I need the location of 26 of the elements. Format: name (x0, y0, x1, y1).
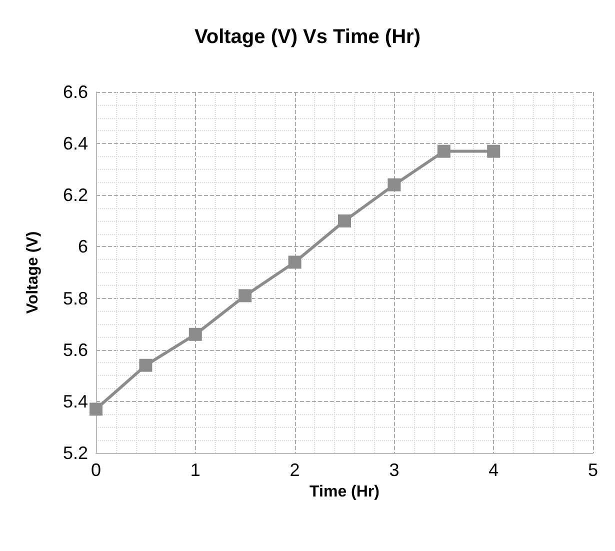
y-tick-label: 5.8 (62, 288, 88, 308)
y-tick-label: 5.2 (62, 443, 88, 463)
x-tick-label: 5 (588, 460, 598, 480)
y-tick-label: 5.6 (62, 340, 88, 360)
point (288, 256, 302, 269)
point (139, 358, 152, 372)
point (437, 144, 450, 158)
y-tick-label: 6.6 (62, 82, 88, 102)
point (238, 289, 252, 302)
y-tick-label: 5.4 (62, 391, 88, 412)
point (338, 214, 351, 228)
x-tick-label: 2 (290, 460, 300, 480)
x-tick-label: 0 (90, 460, 102, 480)
x-axis-title: Time (Hr) (310, 483, 380, 500)
x-tick-label: 1 (190, 460, 200, 480)
y-axis-title: Voltage (V) (24, 231, 42, 314)
chart-title: Voltage (V) Vs Time (Hr) (194, 26, 420, 48)
point (188, 328, 202, 341)
x-tick-label: 3 (389, 460, 400, 480)
point (90, 402, 102, 416)
x-tick-label: 4 (488, 460, 499, 480)
y-tick-label: 6.4 (62, 134, 88, 154)
point (487, 144, 500, 158)
y-tick-label: 6.2 (62, 185, 88, 206)
point (388, 178, 401, 192)
y-tick-label: 6 (78, 236, 88, 257)
